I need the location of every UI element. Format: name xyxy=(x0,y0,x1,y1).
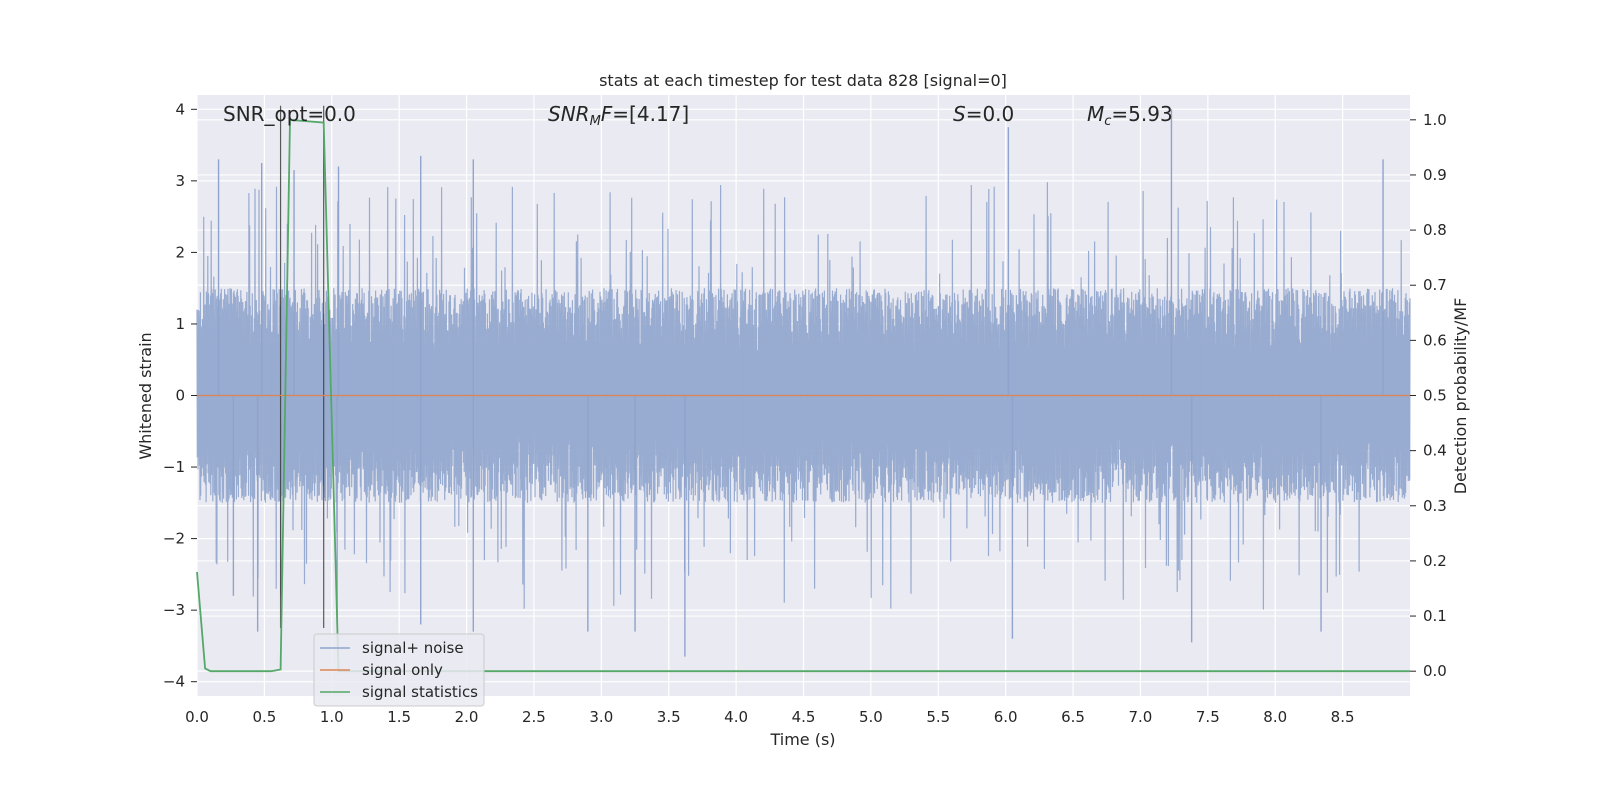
x-tick-label: 2.0 xyxy=(455,708,479,726)
y-tick-label: 4 xyxy=(175,100,185,118)
noise-trace xyxy=(196,182,1411,610)
y2-tick-label: 0.9 xyxy=(1423,166,1447,184)
y2-tick-label: 0.1 xyxy=(1423,607,1447,625)
x-tick-label: 1.0 xyxy=(320,708,344,726)
y-tick-label: 1 xyxy=(175,315,185,333)
legend-label-stats: signal statistics xyxy=(362,683,478,701)
x-tick-label: 7.0 xyxy=(1129,708,1153,726)
legend-label-signal: signal only xyxy=(362,661,443,679)
y2-tick-label: 0.0 xyxy=(1423,662,1447,680)
y-tick-label: 3 xyxy=(175,172,185,190)
y2-tick-label: 0.5 xyxy=(1423,387,1447,405)
x-tick-label: 4.5 xyxy=(792,708,816,726)
x-tick-label: 0.5 xyxy=(252,708,276,726)
y2-axis-label: Detection probability/MF xyxy=(1451,298,1470,495)
y-tick-label: 0 xyxy=(175,387,185,405)
x-axis-ticks: 0.0 0.5 1.0 1.5 2.0 2.5 3.0 3.5 4.0 4.5 5.0 5.5 6.0 6… xyxy=(185,708,1354,726)
legend-box xyxy=(313,633,485,707)
y-tick-label: −1 xyxy=(163,458,185,476)
y2-axis-ticks: 0.0 0.1 0.2 0.3 0.4 0.5 0.6 0.7 0.8 0.9 1.0 xyxy=(1410,111,1447,680)
y-tick-label: 2 xyxy=(175,243,185,261)
x-tick-label: 6.0 xyxy=(994,708,1018,726)
y2-tick-label: 0.6 xyxy=(1423,331,1447,349)
y2-tick-label: 0.2 xyxy=(1423,552,1447,570)
x-axis-label: Time (s) xyxy=(769,730,835,749)
annotation-snr-mf: SNRMF=[4.17] xyxy=(548,102,689,129)
signal-noise-series xyxy=(196,109,1411,657)
annotation-s: S=0.0 xyxy=(953,102,1014,126)
annotation-mc: Mc=5.93 xyxy=(1087,102,1173,129)
y2-tick-label: 0.3 xyxy=(1423,497,1447,515)
legend-label-noise: signal+ noise xyxy=(362,639,464,657)
x-tick-label: 7.5 xyxy=(1196,708,1220,726)
vertical-lines xyxy=(279,105,325,629)
x-tick-label: 5.0 xyxy=(859,708,883,726)
legend: signal+ noise signal only signal statist… xyxy=(313,633,485,707)
x-tick-label: 8.5 xyxy=(1331,708,1355,726)
y2-tick-label: 0.4 xyxy=(1423,442,1447,460)
x-tick-label: 3.0 xyxy=(589,708,613,726)
x-tick-label: 1.5 xyxy=(387,708,411,726)
y-tick-label: −3 xyxy=(163,601,185,619)
y-axis-ticks: −4 −3 −2 −1 0 1 2 3 4 xyxy=(163,100,197,691)
x-tick-label: 4.0 xyxy=(724,708,748,726)
y2-tick-label: 0.8 xyxy=(1423,221,1447,239)
y2-tick-label: 0.7 xyxy=(1423,276,1447,294)
y-tick-label: −2 xyxy=(163,530,185,548)
x-tick-label: 5.5 xyxy=(926,708,950,726)
x-tick-label: 3.5 xyxy=(657,708,681,726)
chart-title: stats at each timestep for test data 828… xyxy=(599,71,1007,90)
y-tick-label: −4 xyxy=(163,673,185,691)
x-tick-label: 8.0 xyxy=(1263,708,1287,726)
y2-tick-label: 1.0 xyxy=(1423,111,1447,129)
x-tick-label: 2.5 xyxy=(522,708,546,726)
y-axis-label: Whitened strain xyxy=(136,332,155,459)
x-tick-label: 6.5 xyxy=(1061,708,1085,726)
annotation-snr-opt: SNR_opt=0.0 xyxy=(223,102,356,126)
x-tick-label: 0.0 xyxy=(185,708,209,726)
